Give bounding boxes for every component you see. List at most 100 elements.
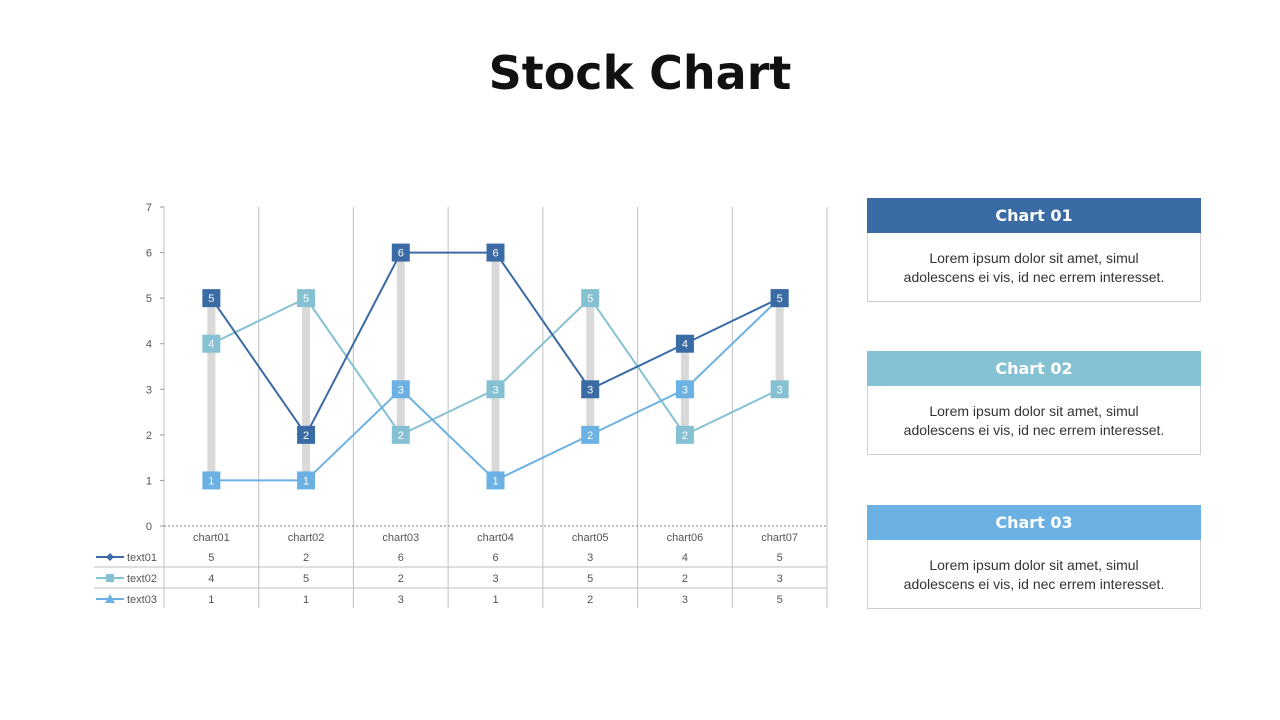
high-low-bar <box>396 252 405 435</box>
table-cell: 5 <box>777 594 783 606</box>
card-chart-01: Chart 01 Lorem ipsum dolor sit amet, sim… <box>867 198 1201 302</box>
table-cell: 3 <box>398 594 404 606</box>
card-text-line: Lorem ipsum dolor sit amet, simul <box>929 403 1139 419</box>
x-tick-label: chart04 <box>477 532 514 544</box>
data-point-text03 <box>297 471 316 490</box>
data-label: 1 <box>208 475 214 487</box>
data-point-text03 <box>581 425 600 444</box>
x-tick-label: chart06 <box>667 532 704 544</box>
legend-marker-triangle <box>105 594 115 603</box>
table-cell: 4 <box>682 552 688 564</box>
y-tick-label: 4 <box>146 339 152 351</box>
data-label: 3 <box>587 384 593 396</box>
data-point-text02 <box>486 380 505 399</box>
y-tick-label: 1 <box>146 475 152 487</box>
data-point-text01 <box>297 425 316 444</box>
card-text-line: Lorem ipsum dolor sit amet, simul <box>929 557 1139 573</box>
table-cell: 1 <box>303 594 309 606</box>
table-cell: 5 <box>777 552 783 564</box>
card-text: Lorem ipsum dolor sit amet, simul adoles… <box>868 386 1200 440</box>
card-text-line: adolescens ei vis, id nec errem interess… <box>903 576 1165 592</box>
data-point-text01 <box>202 289 221 308</box>
high-low-bar <box>302 298 311 481</box>
table-cell: 2 <box>303 552 309 564</box>
high-low-bar <box>491 252 500 481</box>
table-cell: 6 <box>492 552 498 564</box>
data-point-text01 <box>581 380 600 399</box>
table-cell: 2 <box>398 573 404 585</box>
table-cell: 6 <box>398 552 404 564</box>
table-cell: 1 <box>492 594 498 606</box>
page-title: Stock Chart <box>488 46 792 100</box>
data-label: 4 <box>682 339 688 351</box>
data-label: 3 <box>777 384 783 396</box>
data-point-text01 <box>391 243 410 262</box>
table-cell: 5 <box>208 552 214 564</box>
data-label: 6 <box>398 248 404 260</box>
data-point-text02 <box>770 380 789 399</box>
card-chart-03: Chart 03 Lorem ipsum dolor sit amet, sim… <box>867 505 1201 609</box>
card-text-line: adolescens ei vis, id nec errem interess… <box>903 422 1165 438</box>
data-point-text01 <box>770 289 789 308</box>
x-tick-label: chart02 <box>288 532 325 544</box>
stock-chart: 0 1 2 3 4 5 6 7 chart01 chart02 chart03 chart04 char… <box>94 202 828 608</box>
data-point-text02 <box>297 289 316 308</box>
y-tick-label: 7 <box>146 202 152 214</box>
data-label: 2 <box>587 430 593 442</box>
data-label: 1 <box>492 475 498 487</box>
high-low-bar <box>207 298 216 481</box>
data-point-text03 <box>202 471 221 490</box>
data-point-text03 <box>675 380 694 399</box>
table-cell: 3 <box>682 594 688 606</box>
legend-marker-square <box>106 574 114 582</box>
data-point-text01 <box>675 334 694 353</box>
card-title: Chart 02 <box>867 351 1201 386</box>
data-label: 3 <box>398 384 404 396</box>
x-tick-label: chart05 <box>572 532 609 544</box>
table-cell: 2 <box>682 573 688 585</box>
data-point-text02 <box>675 425 694 444</box>
data-label: 5 <box>303 293 309 305</box>
x-tick-label: chart01 <box>193 532 230 544</box>
y-tick-label: 5 <box>146 293 152 305</box>
card-text: Lorem ipsum dolor sit amet, simul adoles… <box>868 540 1200 594</box>
card-text-line: Lorem ipsum dolor sit amet, simul <box>929 250 1139 266</box>
table-cell: 3 <box>777 573 783 585</box>
data-label: 3 <box>492 384 498 396</box>
data-point-text02 <box>581 289 600 308</box>
table-cell: 1 <box>208 594 214 606</box>
table-cell: 3 <box>587 552 593 564</box>
y-tick-label: 3 <box>146 384 152 396</box>
high-low-bar <box>775 298 784 390</box>
table-cell: 3 <box>492 573 498 585</box>
x-tick-label: chart03 <box>382 532 419 544</box>
y-tick-label: 6 <box>146 248 152 260</box>
data-label: 2 <box>682 430 688 442</box>
data-label: 5 <box>777 293 783 305</box>
legend-label: text01 <box>127 552 157 564</box>
table-cell: 5 <box>587 573 593 585</box>
data-point-text03 <box>486 471 505 490</box>
table-cell: 5 <box>303 573 309 585</box>
y-tick-label: 2 <box>146 430 152 442</box>
card-text: Lorem ipsum dolor sit amet, simul adoles… <box>868 233 1200 287</box>
data-label: 2 <box>398 430 404 442</box>
card-title: Chart 01 <box>867 198 1201 233</box>
data-label: 3 <box>682 384 688 396</box>
data-label: 4 <box>208 339 214 351</box>
data-label: 1 <box>303 475 309 487</box>
card-title: Chart 03 <box>867 505 1201 540</box>
y-tick-label: 0 <box>146 521 152 533</box>
card-text-line: adolescens ei vis, id nec errem interess… <box>903 269 1165 285</box>
x-tick-label: chart07 <box>761 532 798 544</box>
data-label: 5 <box>587 293 593 305</box>
card-chart-02: Chart 02 Lorem ipsum dolor sit amet, sim… <box>867 351 1201 455</box>
legend-label: text02 <box>127 573 157 585</box>
data-point-text02 <box>202 334 221 353</box>
legend-label: text03 <box>127 594 157 606</box>
data-label: 6 <box>492 248 498 260</box>
data-label: 2 <box>303 430 309 442</box>
data-point-text03 <box>391 380 410 399</box>
data-label: 5 <box>208 293 214 305</box>
data-point-text01 <box>486 243 505 262</box>
